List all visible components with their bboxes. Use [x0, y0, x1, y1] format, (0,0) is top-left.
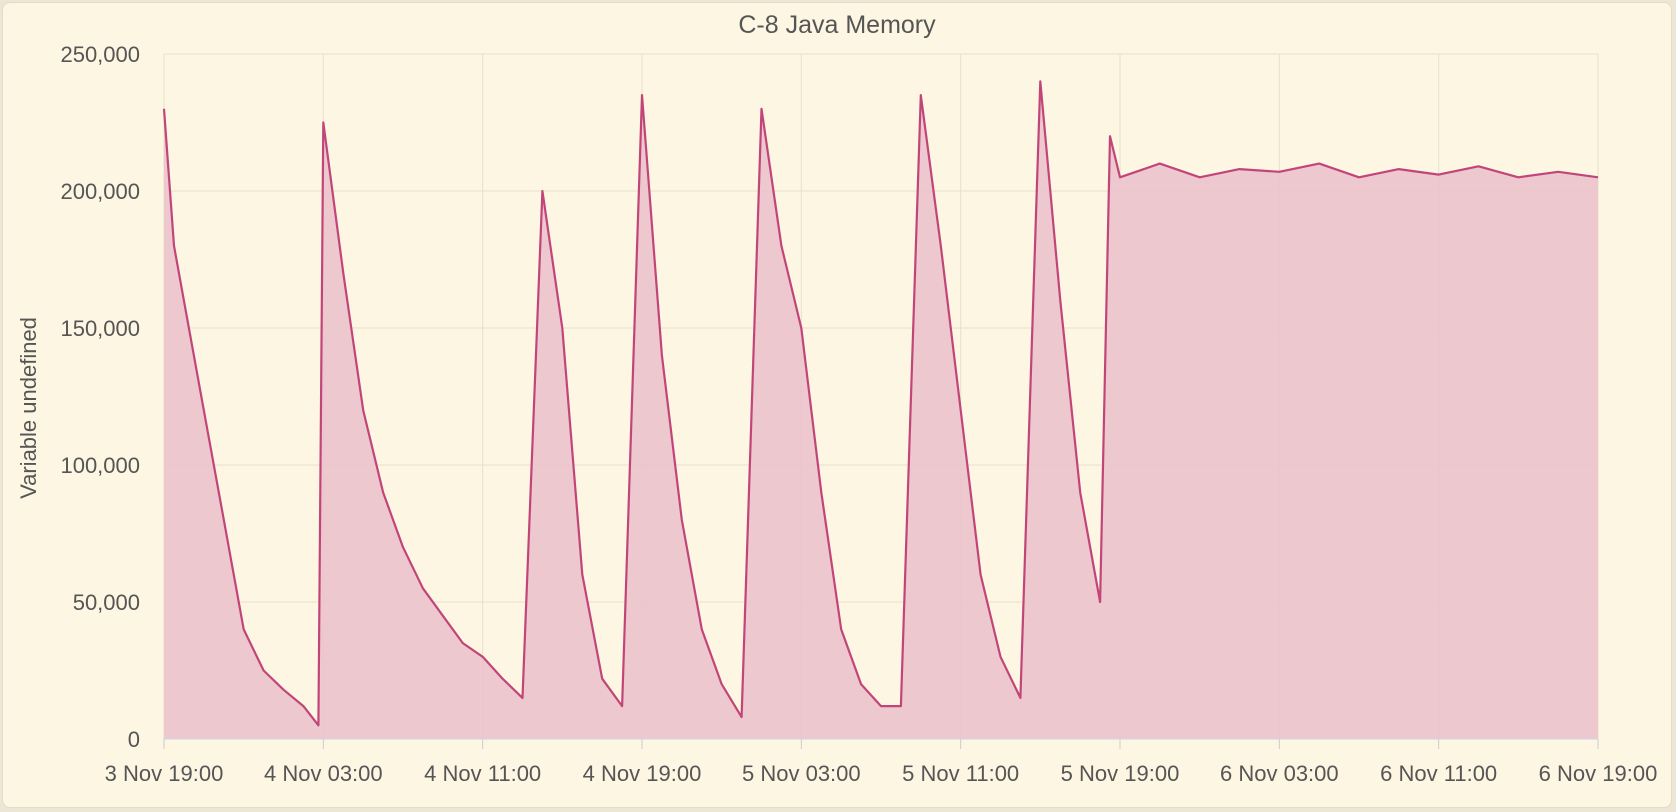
- axes: 0 50,000 100,000 150,000 200,000 250,000 3 Nov…: [60, 42, 1657, 786]
- x-tick-label: 6 Nov 19:00: [1539, 761, 1658, 786]
- series-line: [162, 80, 1599, 727]
- chart-title: C-8 Java Memory: [738, 11, 936, 39]
- x-tick-label: 4 Nov 11:00: [424, 761, 541, 786]
- x-tick-label: 3 Nov 19:00: [105, 761, 224, 786]
- y-tick-label: 0: [128, 727, 140, 752]
- x-tick-label: 6 Nov 11:00: [1380, 761, 1497, 786]
- series-area-fill: [164, 81, 1598, 739]
- x-tick-label: 5 Nov 11:00: [902, 761, 1019, 786]
- x-tick-label: 6 Nov 03:00: [1220, 761, 1339, 786]
- x-tick-label: 5 Nov 19:00: [1061, 761, 1180, 786]
- x-tick-label: 5 Nov 03:00: [742, 761, 861, 786]
- y-tick-label: 150,000: [60, 316, 140, 341]
- y-tick-label: 250,000: [60, 42, 140, 67]
- x-tick-label: 4 Nov 03:00: [264, 761, 383, 786]
- y-tick-label: 200,000: [60, 179, 140, 204]
- y-tick-label: 50,000: [73, 590, 140, 615]
- y-tick-label: 100,000: [60, 453, 140, 478]
- x-tick-label: 4 Nov 19:00: [583, 761, 702, 786]
